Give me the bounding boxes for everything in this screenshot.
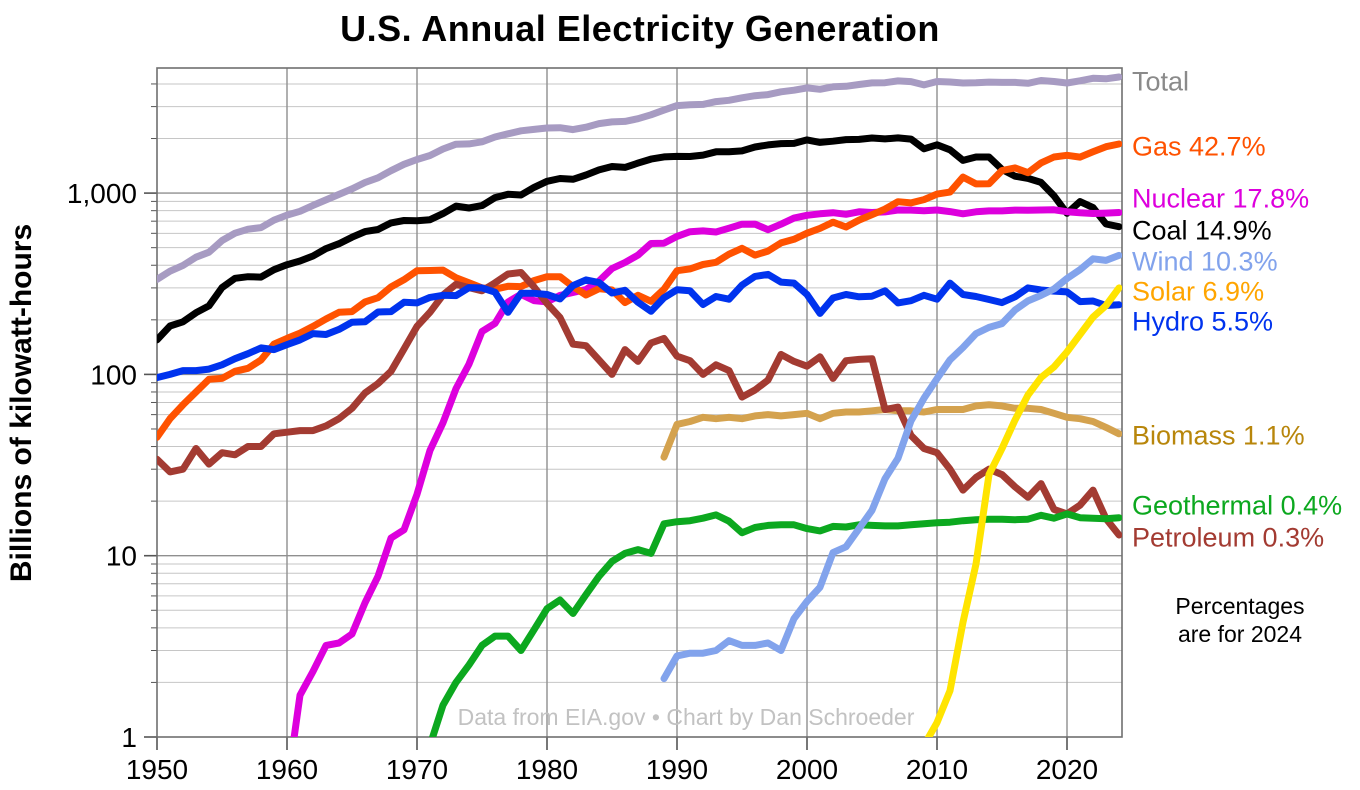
x-tick-label: 2000 [776, 754, 838, 785]
series-label-biomass: Biomass 1.1% [1132, 420, 1305, 451]
series-line-geothermal [429, 510, 1122, 737]
series-label-total: Total [1132, 66, 1190, 97]
series-label-geothermal: Geothermal 0.4% [1132, 490, 1343, 521]
series-label-wind: Wind 10.3% [1132, 246, 1278, 277]
series-line-nuclear [290, 206, 1122, 737]
y-tick-label: 1 [121, 722, 137, 753]
x-tick-label: 1980 [516, 754, 578, 785]
series-label-nuclear: Nuclear 17.8% [1132, 183, 1310, 214]
x-tick-label: 1950 [126, 754, 188, 785]
series-line-coal [157, 134, 1122, 344]
percentages-note-line1: Percentages [1175, 593, 1305, 619]
series-line-petroleum [157, 269, 1122, 539]
series-label-gas: Gas 42.7% [1132, 131, 1266, 162]
y-tick-labels: 1 10 100 1,000 [67, 178, 137, 753]
attribution-text: Data from EIA.gov • Chart by Dan Schroed… [457, 704, 915, 730]
x-tick-labels: 1950 1960 1970 1980 1990 2000 2010 2020 [126, 754, 1098, 785]
series-line-gas [157, 140, 1122, 441]
plot-border [156, 67, 1123, 738]
series-label-solar: Solar 6.9% [1132, 276, 1265, 307]
series-line-solar [924, 284, 1122, 737]
minor-gridlines [157, 83, 1122, 683]
x-tick-label: 2020 [1036, 754, 1098, 785]
series-label-petroleum: Petroleum 0.3% [1132, 522, 1325, 553]
axis-ticks [144, 83, 1068, 750]
series-line-biomass [660, 401, 1122, 461]
x-tick-label: 1960 [256, 754, 318, 785]
percentages-note: Percentages are for 2024 [1140, 592, 1340, 648]
x-tick-label: 1990 [646, 754, 708, 785]
y-tick-label: 1,000 [67, 178, 137, 209]
y-tick-label: 10 [106, 541, 137, 572]
x-tick-label: 2010 [906, 754, 968, 785]
series-line-hydro [157, 270, 1122, 382]
series-line-total [157, 73, 1122, 283]
major-gridlines [157, 68, 1122, 737]
x-tick-label: 1970 [386, 754, 448, 785]
chart-title: U.S. Annual Electricity Generation [340, 8, 940, 49]
series-label-coal: Coal 14.9% [1132, 215, 1272, 246]
data-series [157, 73, 1122, 737]
y-tick-label: 100 [90, 359, 137, 390]
series-line-wind [660, 251, 1122, 683]
percentages-note-line2: are for 2024 [1177, 621, 1303, 647]
series-label-hydro: Hydro 5.5% [1132, 306, 1274, 337]
